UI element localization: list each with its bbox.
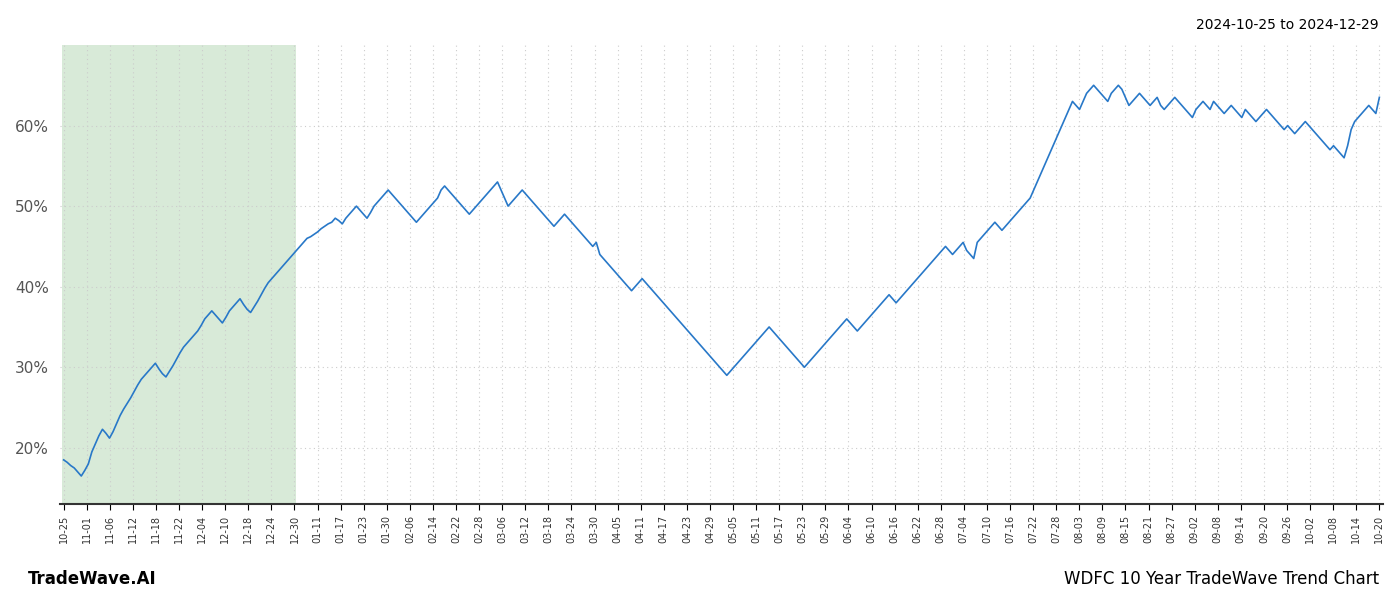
Text: 2024-10-25 to 2024-12-29: 2024-10-25 to 2024-12-29 <box>1197 18 1379 32</box>
Bar <box>62 45 297 504</box>
Text: TradeWave.AI: TradeWave.AI <box>28 570 157 588</box>
Text: WDFC 10 Year TradeWave Trend Chart: WDFC 10 Year TradeWave Trend Chart <box>1064 570 1379 588</box>
